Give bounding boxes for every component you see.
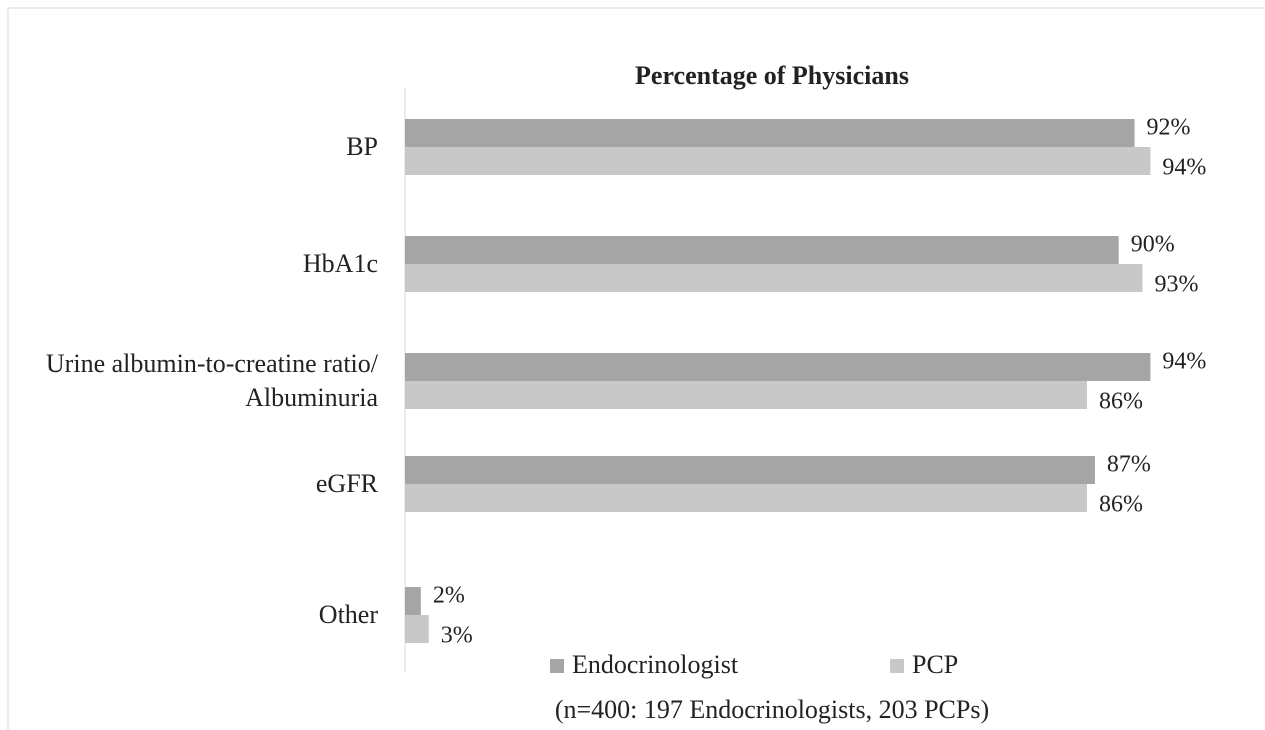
- value-label: 92%: [1147, 115, 1191, 141]
- bar: [405, 236, 1119, 264]
- legend-label: PCP: [912, 650, 958, 679]
- chart-title: Percentage of Physicians: [635, 61, 909, 90]
- value-label: 86%: [1099, 492, 1143, 518]
- legend-swatch: [550, 659, 564, 673]
- value-label: 87%: [1107, 452, 1151, 478]
- value-label: 3%: [441, 623, 473, 649]
- bar: [405, 615, 429, 643]
- value-label: 93%: [1154, 272, 1198, 298]
- note: (n=400: 197 Endocrinologists, 203 PCPs): [555, 695, 989, 724]
- value-label: 86%: [1099, 389, 1143, 415]
- category-label: Other: [318, 600, 378, 629]
- category-label: BP: [346, 132, 378, 161]
- bar: [405, 484, 1087, 512]
- bar: [405, 381, 1087, 409]
- value-label: 90%: [1131, 232, 1175, 258]
- category-label: Urine albumin-to-creatine ratio/ Albumin…: [45, 349, 378, 412]
- value-label: 2%: [433, 583, 465, 609]
- legend-label: Endocrinologist: [572, 650, 739, 679]
- bar: [405, 147, 1151, 175]
- category-label: HbA1c: [302, 249, 378, 278]
- value-label: 94%: [1162, 155, 1206, 181]
- bar: [405, 353, 1151, 381]
- category-label: eGFR: [315, 469, 378, 498]
- bar: [405, 119, 1135, 147]
- frame: [7, 7, 1265, 730]
- bar: [405, 264, 1143, 292]
- bar: [405, 456, 1095, 484]
- bar: [405, 587, 421, 615]
- legend-swatch: [890, 659, 904, 673]
- value-label: 94%: [1162, 349, 1206, 375]
